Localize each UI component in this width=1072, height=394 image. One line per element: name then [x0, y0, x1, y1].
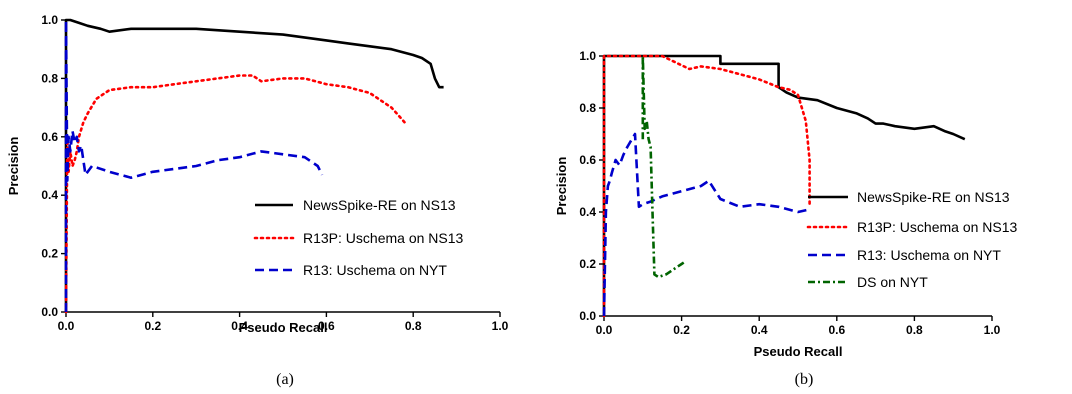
x-tick-label: 0.0 [58, 319, 75, 333]
series-line-newsspike-re-on-ns13 [64, 18, 444, 312]
x-tick-label: 0.0 [596, 323, 613, 337]
x-tick-label: 0.4 [231, 319, 248, 333]
x-tick-label: 0.2 [673, 323, 690, 337]
legend-label-r13-uschema-on-nyt: R13: Uschema on NYT [857, 247, 1001, 263]
y-tick-label: 0.4 [41, 188, 58, 202]
y-tick-label: 1.0 [41, 13, 58, 27]
y-tick-label: 0.0 [579, 309, 596, 323]
legend-label-ds-on-nyt: DS on NYT [857, 274, 928, 290]
x-axis-label: Pseudo Recall [239, 320, 328, 335]
y-axis-label: Precision [554, 157, 569, 216]
y-tick-label: 0.8 [41, 71, 58, 85]
y-tick-label: 0.6 [41, 130, 58, 144]
legend-label-r13-uschema-on-nyt: R13: Uschema on NYT [303, 262, 447, 278]
series-line-r13p-uschema-on-ns13 [64, 74, 406, 314]
series-line-r13-uschema-on-nyt [64, 18, 324, 312]
legend-label-newsspike-re-on-ns13: NewsSpike-RE on NS13 [303, 197, 456, 213]
y-tick-label: 0.4 [579, 205, 596, 219]
y-tick-label: 1.0 [579, 49, 596, 63]
series-line-r13p-uschema-on-ns13 [602, 54, 811, 318]
series-line-newsspike-re-on-ns13 [602, 54, 966, 316]
x-tick-label: 0.4 [751, 323, 768, 337]
y-tick-label: 0.0 [41, 305, 58, 319]
y-axis-label: Precision [6, 137, 21, 196]
x-tick-label: 0.8 [405, 319, 422, 333]
y-tick-label: 0.2 [579, 257, 596, 271]
figure-caption: (a) [276, 371, 294, 388]
chart-b: 0.0 0.2 0.4 0.6 0.8 1.0 0.0 0.2 0.4 0.6 0.8 1.0 Pseu… [554, 49, 1018, 388]
figure-caption: (b) [795, 371, 814, 388]
x-tick-label: 0.6 [828, 323, 845, 337]
x-tick-label: 1.0 [492, 319, 509, 333]
x-axis-label: Pseudo Recall [754, 344, 843, 359]
y-tick-label: 0.2 [41, 247, 58, 261]
y-tick-label: 0.6 [579, 153, 596, 167]
x-tick-label: 0.2 [144, 319, 161, 333]
series-line-ds-on-nyt [641, 54, 687, 279]
series-line-r13-uschema-on-nyt [602, 132, 810, 317]
x-tick-label: 0.8 [906, 323, 923, 337]
x-tick-label: 1.0 [984, 323, 1001, 337]
x-tick-label: 0.6 [318, 319, 335, 333]
legend-label-r13p-uschema-on-ns13: R13P: Uschema on NS13 [857, 219, 1018, 235]
y-tick-label: 0.8 [579, 101, 596, 115]
chart-a: 0.0 0.2 0.4 0.6 0.8 1.0 0.0 0.2 0.4 0.6 0.8 1.0 Pseu… [6, 13, 509, 388]
legend-label-r13p-uschema-on-ns13: R13P: Uschema on NS13 [303, 230, 464, 246]
legend-label-newsspike-re-on-ns13: NewsSpike-RE on NS13 [857, 189, 1010, 205]
